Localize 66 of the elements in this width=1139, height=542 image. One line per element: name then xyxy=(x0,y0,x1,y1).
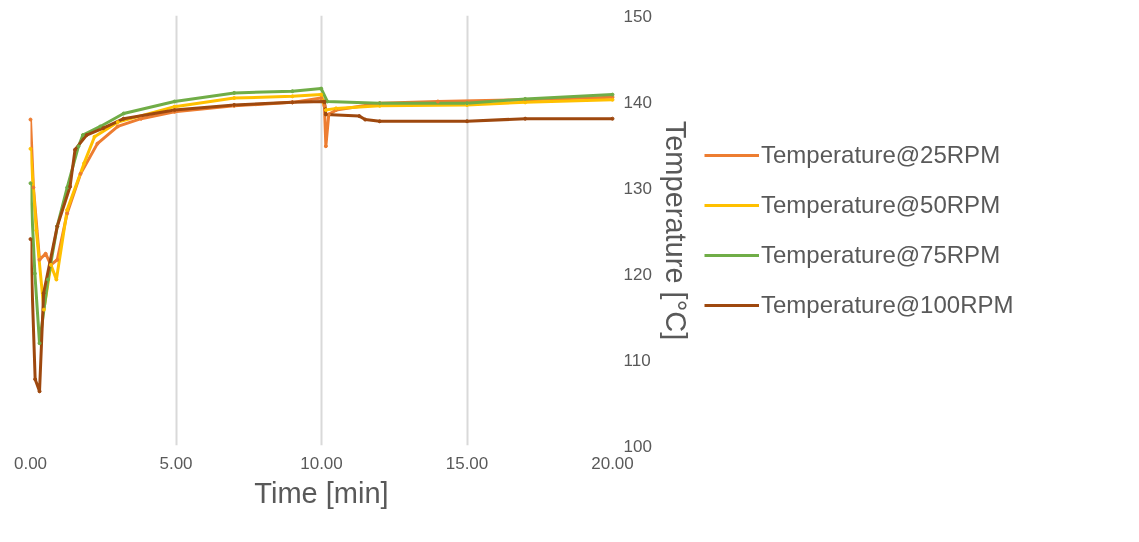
y-tick-label: 150 xyxy=(623,6,652,26)
point xyxy=(357,114,362,119)
point xyxy=(28,146,33,151)
point xyxy=(65,207,70,212)
point xyxy=(610,116,615,121)
point xyxy=(319,92,324,97)
y-tick-label: 110 xyxy=(623,350,651,370)
point xyxy=(377,119,382,124)
point xyxy=(55,257,60,262)
point xyxy=(37,257,42,262)
point xyxy=(115,124,120,129)
point xyxy=(54,277,59,282)
point xyxy=(84,133,89,138)
x-tick-label: 0.00 xyxy=(13,453,48,473)
point xyxy=(323,144,328,149)
point xyxy=(115,120,120,125)
point xyxy=(435,99,440,104)
point xyxy=(121,111,126,116)
point xyxy=(92,134,97,139)
point xyxy=(523,116,528,121)
point xyxy=(95,141,100,146)
point xyxy=(139,116,144,121)
point xyxy=(45,277,50,282)
point xyxy=(78,171,83,176)
x-tick-label: 15.00 xyxy=(445,453,489,473)
point xyxy=(232,90,237,95)
point xyxy=(28,181,33,186)
point xyxy=(121,116,126,121)
legend-label: Temperature@50RPM xyxy=(761,191,1001,219)
point xyxy=(290,94,295,99)
point xyxy=(322,103,327,108)
point xyxy=(41,307,46,312)
point xyxy=(65,211,70,216)
point xyxy=(363,117,368,122)
point xyxy=(465,119,469,124)
y-tick-label: 120 xyxy=(623,264,652,284)
point xyxy=(32,271,37,276)
point xyxy=(80,133,85,138)
y-tick-label: 100 xyxy=(623,436,652,456)
x-tick-label: 10.00 xyxy=(300,453,343,473)
y-tick-label: 140 xyxy=(623,92,652,112)
point xyxy=(76,144,81,149)
point xyxy=(41,291,46,296)
point xyxy=(28,117,33,122)
point xyxy=(37,341,42,346)
point xyxy=(31,185,36,190)
point xyxy=(319,86,324,91)
y-tick-label: 130 xyxy=(623,178,652,198)
point xyxy=(28,237,33,242)
point xyxy=(37,389,42,394)
point xyxy=(172,99,177,104)
point xyxy=(232,96,237,101)
point xyxy=(323,108,328,113)
legend-label: Temperature@75RPM xyxy=(761,241,1001,269)
x-tick-label: 20.00 xyxy=(591,453,634,473)
legend-label: Temperature@100RPM xyxy=(761,291,1014,319)
point xyxy=(34,228,39,233)
point xyxy=(290,89,295,94)
point xyxy=(33,377,38,382)
point xyxy=(82,161,87,166)
point xyxy=(43,251,48,256)
x-axis-title: Time [min] xyxy=(254,476,389,509)
y-axis-title: Temperature [°C] xyxy=(659,120,692,341)
x-tick-label: 5.00 xyxy=(159,453,193,473)
legend-label: Temperature@25RPM xyxy=(761,141,1001,169)
point xyxy=(172,104,177,109)
